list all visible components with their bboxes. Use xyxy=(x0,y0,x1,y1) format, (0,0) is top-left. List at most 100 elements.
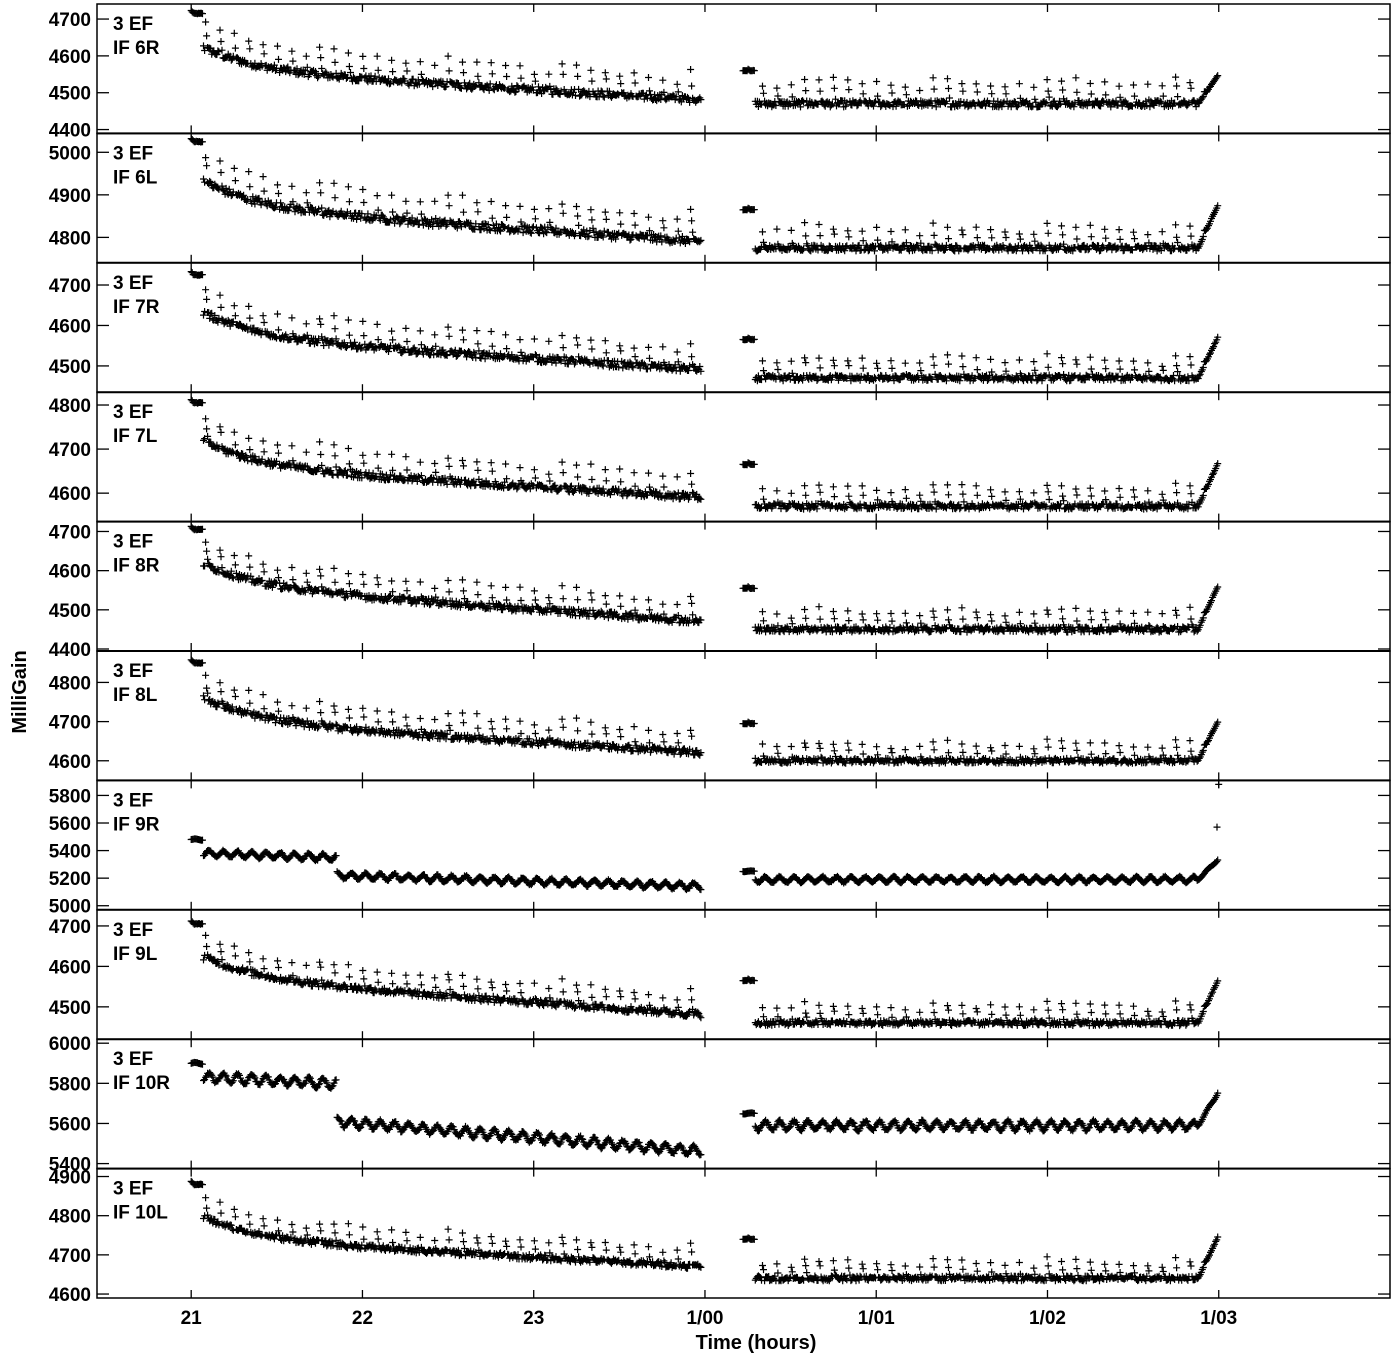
data-point xyxy=(1030,230,1038,238)
data-point xyxy=(474,208,482,216)
data-point xyxy=(473,58,481,66)
data-point xyxy=(374,66,382,74)
data-point xyxy=(531,596,539,604)
data-point xyxy=(230,552,238,559)
data-point xyxy=(844,76,852,84)
data-point xyxy=(1073,491,1081,499)
data-point xyxy=(259,173,267,181)
y-tick-label: 4600 xyxy=(49,562,91,583)
data-point xyxy=(1116,493,1124,501)
data-point xyxy=(558,200,566,208)
data-point xyxy=(972,354,980,362)
data-point xyxy=(887,489,895,497)
data-point xyxy=(760,617,767,625)
data-point xyxy=(1042,99,1050,107)
y-tick-label: 5000 xyxy=(49,143,91,164)
data-point xyxy=(957,98,965,105)
data-point xyxy=(516,336,524,344)
data-point xyxy=(317,189,325,197)
data-point xyxy=(230,428,238,436)
data-point xyxy=(1044,610,1052,618)
data-point xyxy=(1186,603,1194,611)
data-point xyxy=(944,351,951,359)
data-point xyxy=(345,331,353,339)
data-point xyxy=(987,82,995,90)
data-point xyxy=(830,84,838,92)
data-point xyxy=(987,226,995,234)
data-point xyxy=(1058,77,1065,85)
data-point xyxy=(344,183,352,191)
data-point xyxy=(1116,235,1124,243)
data-point xyxy=(844,227,852,235)
data-point xyxy=(460,462,467,470)
data-point xyxy=(1187,232,1195,240)
data-point xyxy=(601,69,609,77)
data-point xyxy=(1115,357,1123,365)
data-point xyxy=(473,199,481,207)
data-point xyxy=(1002,618,1010,626)
data-point xyxy=(902,91,910,99)
data-point xyxy=(374,581,382,588)
data-point xyxy=(501,84,509,92)
data-point xyxy=(773,487,781,495)
data-point xyxy=(916,232,924,240)
data-point xyxy=(1072,485,1080,493)
data-point xyxy=(445,332,453,340)
data-point xyxy=(1043,76,1051,84)
data-point xyxy=(345,63,353,70)
data-point xyxy=(1173,611,1181,619)
data-point xyxy=(1045,93,1053,101)
data-point xyxy=(202,415,210,423)
data-point xyxy=(887,228,895,235)
data-point xyxy=(673,601,681,608)
data-point xyxy=(972,482,980,490)
data-point xyxy=(460,69,467,77)
data-point xyxy=(874,92,882,100)
data-point xyxy=(416,578,424,586)
data-point xyxy=(801,219,809,227)
data-point xyxy=(945,85,952,92)
data-point xyxy=(575,221,583,229)
data-point xyxy=(888,364,896,372)
data-point xyxy=(217,428,225,436)
data-point xyxy=(528,83,536,91)
data-point xyxy=(317,320,325,328)
data-point xyxy=(687,66,695,73)
data-point xyxy=(246,314,254,322)
data-point xyxy=(274,566,281,574)
data-point xyxy=(785,99,793,107)
data-point xyxy=(343,73,351,81)
data-point xyxy=(959,490,967,498)
data-point xyxy=(487,459,495,467)
data-point xyxy=(260,319,268,326)
data-point xyxy=(560,86,568,93)
data-point xyxy=(945,616,952,624)
data-point xyxy=(1016,94,1024,102)
data-point xyxy=(646,354,653,362)
data-point xyxy=(416,198,424,206)
data-point xyxy=(870,102,877,110)
data-point xyxy=(1041,100,1049,108)
data-point xyxy=(930,85,938,93)
data-point xyxy=(1099,97,1107,105)
data-point xyxy=(444,52,452,60)
data-point xyxy=(599,92,607,100)
data-point xyxy=(750,67,758,75)
data-point xyxy=(1000,98,1008,106)
data-point xyxy=(245,434,253,442)
data-point xyxy=(488,594,496,602)
data-point xyxy=(645,343,652,351)
data-point xyxy=(630,595,638,603)
data-point xyxy=(914,101,922,109)
data-point xyxy=(1130,81,1137,89)
data-point xyxy=(314,74,322,82)
series-markers xyxy=(187,656,1222,767)
data-point xyxy=(829,608,837,615)
data-point xyxy=(774,92,782,100)
data-point xyxy=(645,213,652,221)
data-point xyxy=(574,212,582,220)
data-point xyxy=(203,547,211,555)
